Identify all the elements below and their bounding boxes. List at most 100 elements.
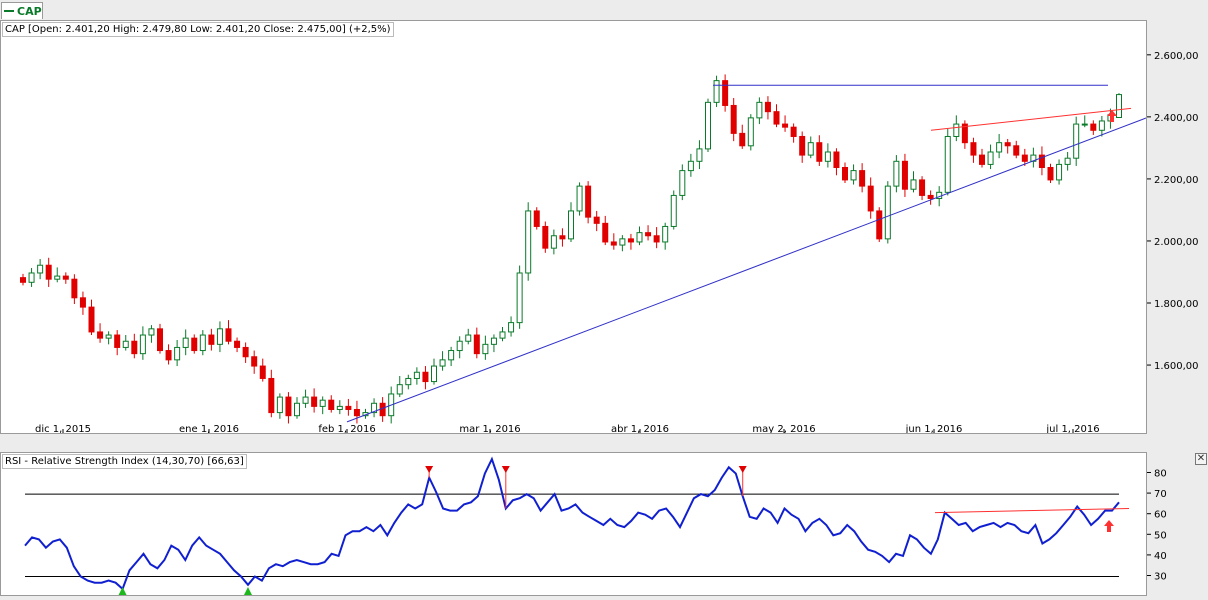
candle xyxy=(859,163,866,193)
y-tick-label: 2.000,00 xyxy=(1154,237,1199,248)
triangle-down-icon xyxy=(738,466,747,473)
candle-body xyxy=(782,123,789,128)
rsi-y-tick-label: 30 xyxy=(1154,572,1167,583)
candle-body xyxy=(413,371,420,379)
candle xyxy=(182,329,189,356)
candle-body xyxy=(294,402,300,417)
candle xyxy=(953,115,960,142)
rsi-chart xyxy=(24,456,1130,595)
y-tick-label: 1.800,00 xyxy=(1154,299,1199,310)
candle-body xyxy=(1073,123,1080,159)
candle-body xyxy=(234,340,241,348)
candle xyxy=(919,176,926,201)
candle xyxy=(345,398,352,416)
triangle-down-icon xyxy=(425,466,434,473)
candle xyxy=(114,330,121,356)
candle xyxy=(28,268,35,287)
candle-body xyxy=(105,334,112,339)
candle-body xyxy=(1081,123,1088,126)
candle xyxy=(653,227,660,249)
candle-body xyxy=(850,170,857,181)
x-tick-label: jun 1, 2016 xyxy=(905,424,963,433)
candle-body xyxy=(542,225,549,249)
candle-body xyxy=(37,264,44,274)
candle-body xyxy=(216,328,223,345)
rsi-panel[interactable] xyxy=(0,452,1147,596)
support-trendline xyxy=(346,117,1147,423)
y-tick-label: 2.400,00 xyxy=(1154,113,1199,124)
candle-body xyxy=(910,179,917,190)
candle-body xyxy=(927,194,934,200)
triangle-down-icon xyxy=(501,466,510,473)
candle-body xyxy=(876,210,883,240)
candle xyxy=(1056,159,1063,185)
rsi-y-tick-label: 70 xyxy=(1154,489,1167,500)
candle-body xyxy=(336,405,343,410)
candle xyxy=(533,207,540,230)
candle-body xyxy=(901,160,908,190)
candle-body xyxy=(456,340,463,352)
rsi-axis: 30 40 50 60 70 80 xyxy=(1147,468,1167,583)
candle-body xyxy=(251,356,258,367)
y-tick-label: 2.200,00 xyxy=(1154,175,1199,186)
candle-body xyxy=(516,272,523,324)
candle xyxy=(1030,147,1037,168)
candle xyxy=(833,148,840,176)
candle xyxy=(764,96,771,120)
candle-body xyxy=(20,277,26,283)
candle xyxy=(884,181,891,244)
candle-body xyxy=(405,377,412,386)
close-icon[interactable]: ✕ xyxy=(1195,453,1207,465)
candle-body xyxy=(979,154,985,165)
candle xyxy=(696,140,703,170)
candle xyxy=(122,335,129,351)
candle xyxy=(148,325,155,343)
candle xyxy=(542,221,549,253)
candle-body xyxy=(773,111,780,125)
candle xyxy=(927,190,934,205)
candle-body xyxy=(165,350,172,361)
candle xyxy=(396,375,403,398)
candle xyxy=(405,374,412,390)
candle-body xyxy=(627,238,634,243)
candle-body xyxy=(131,340,138,355)
candle xyxy=(619,235,626,252)
candle xyxy=(45,257,52,287)
candle-body xyxy=(328,399,335,410)
candle-body xyxy=(302,396,309,404)
candle xyxy=(448,346,455,367)
candle-body xyxy=(71,278,78,299)
candle-body xyxy=(739,132,746,147)
candle xyxy=(1021,148,1028,166)
rsi-y-tick-label: 60 xyxy=(1154,510,1167,521)
symbol-tab[interactable]: CAP xyxy=(1,2,43,19)
candle xyxy=(1073,116,1080,166)
price-chart: dic 1, 2015 ene 1, 2016 feb 1, 2016 mar 1, … xyxy=(20,74,1147,435)
rsi-line xyxy=(24,456,1120,591)
candle-body xyxy=(208,334,215,345)
candle-body xyxy=(1021,154,1028,162)
candle xyxy=(987,144,994,170)
candle xyxy=(756,97,763,125)
candle xyxy=(165,344,172,365)
price-chart-panel[interactable]: dic 1, 2015 ene 1, 2016 feb 1, 2016 mar 1, … xyxy=(0,20,1147,435)
candle-body xyxy=(696,148,703,162)
candle-body xyxy=(276,396,283,414)
candle xyxy=(627,233,634,250)
candle xyxy=(944,129,951,196)
candle-body xyxy=(593,216,600,224)
rsi-annotation-line xyxy=(934,508,1130,514)
candle-body xyxy=(54,275,61,280)
candle xyxy=(602,215,609,246)
rsi-y-tick-label: 50 xyxy=(1154,530,1167,541)
candle-body xyxy=(756,101,763,119)
candle-body xyxy=(619,238,626,246)
candle-body xyxy=(1038,154,1045,169)
candle xyxy=(1038,146,1045,176)
candle-body xyxy=(182,337,189,348)
candle xyxy=(302,389,309,408)
x-tick-label: abr 1, 2016 xyxy=(611,424,669,433)
candle-body xyxy=(1064,157,1071,165)
candle-body xyxy=(285,396,292,417)
candle-body xyxy=(636,232,643,243)
